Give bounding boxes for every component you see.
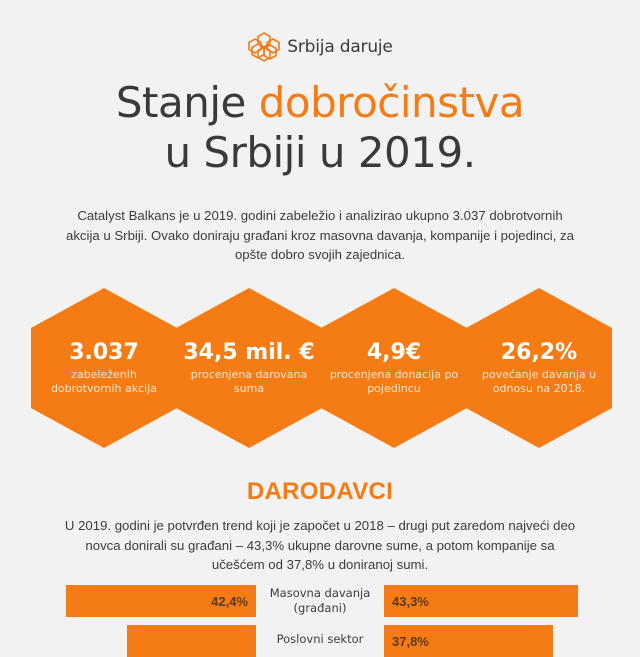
stat-value: 4,9€ [366,340,422,365]
bar-value: 42,4% [211,593,248,609]
stat-label: povećanje davanja u odnosu na 2018. [481,368,597,395]
logo-text: Srbija daruje [287,37,393,57]
stats-row: 3.037 zabeleženih dobrotvornih akcija 34… [0,288,640,450]
bar-value: 37,8% [392,633,429,649]
title-accent: dobročinstva [258,78,525,127]
title-part1: Stanje [115,78,259,127]
stat-hexagon: 34,5 mil. € procenjena darovana suma [176,288,322,448]
section-title: DARODAVCI [246,478,394,505]
intro-text: Catalyst Balkans je u 2019. godini zabel… [66,208,574,262]
stat-value: 26,2% [500,340,578,365]
bar-right: 37,8% [384,625,553,657]
title-line2: u Srbiji u 2019. [164,128,476,177]
stat-hexagon: 26,2% povećanje davanja u odnosu na 2018… [466,288,612,448]
bar-left: 42,4% [66,585,256,617]
stat-label: procenjena donacija po pojedincu [329,368,459,395]
section-text: U 2019. godini je potvrđen trend koji je… [64,518,576,572]
hexagon-flower-icon [248,32,281,62]
stat-value: 34,5 mil. € [183,340,315,365]
stat-hexagon: 3.037 zabeleženih dobrotvornih akcija [31,288,177,448]
stat-hexagon: 4,9€ procenjena donacija po pojedincu [321,288,467,448]
stat-label: procenjena darovana suma [190,368,308,395]
logo: Srbija daruje [0,30,640,64]
bar-right: 43,3% [384,585,578,617]
bar-label: Masovna davanja (građani) [269,586,371,615]
stat-label: zabeleženih dobrotvornih akcija [50,368,158,395]
bar-left [127,625,256,657]
stat-value: 3.037 [69,340,139,365]
page-title: Stanje dobročinstva u Srbiji u 2019. [0,78,640,178]
bar-value: 43,3% [392,593,429,609]
